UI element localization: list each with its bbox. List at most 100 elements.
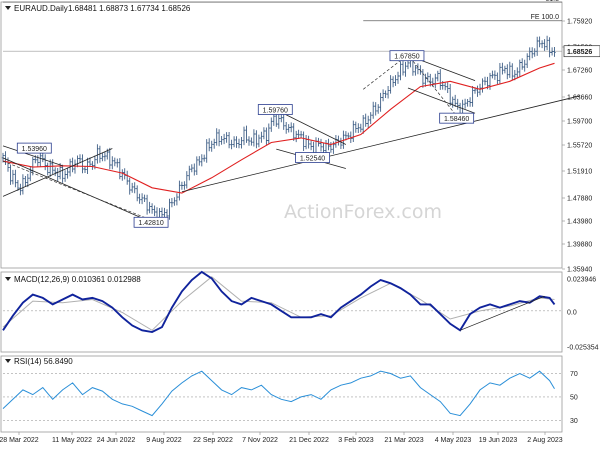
price-bar [175, 193, 179, 206]
macd-signal-line [2, 276, 555, 331]
price-bar [434, 73, 437, 89]
price-callout-box [16, 142, 52, 154]
price-bar [374, 102, 377, 116]
price-bar [140, 193, 144, 205]
price-bar [322, 142, 325, 154]
price-bar [14, 169, 17, 188]
collapse-arrow-icon[interactable] [5, 359, 11, 363]
price-bar [153, 205, 156, 217]
price-bar [282, 113, 285, 130]
price-bar [491, 70, 494, 79]
price-bar [349, 131, 352, 143]
price-panel: 61.8 FE 100.0 1.53960 1.42810 1.59760 1.52540… [1, 0, 580, 228]
price-bar [215, 128, 218, 146]
rsi-label: RSI(14) 56.8490 [14, 357, 73, 366]
trend-line [2, 157, 153, 223]
price-bar [496, 72, 499, 84]
x-axis-label: 9 Aug 2022 [146, 437, 182, 444]
x-axis-label: 21 Dec 2022 [289, 437, 329, 444]
price-bar [536, 36, 539, 56]
price-bar [173, 197, 176, 206]
price-bar [307, 135, 310, 149]
price-bar [329, 142, 333, 153]
price-bar [503, 65, 507, 74]
price-bar [81, 154, 84, 174]
price-callout-box [295, 152, 330, 163]
price-bar [61, 164, 64, 183]
price-bar [493, 70, 497, 80]
axes: 1.759201.715901.672601.636601.597001.557… [0, 19, 600, 444]
price-bar [148, 201, 151, 214]
price-bar [83, 166, 87, 173]
price-bar [116, 158, 119, 168]
chart-panels [0, 1, 563, 433]
price-bar [439, 69, 442, 90]
price-bar [277, 114, 280, 129]
price-bar [290, 122, 293, 133]
price-bar [257, 134, 261, 148]
collapse-arrow-icon[interactable] [5, 277, 11, 281]
price-bar [193, 163, 196, 176]
ohlc-readout: 1.68481 1.68873 1.67734 1.68526 [68, 4, 191, 13]
price-bar [334, 135, 338, 148]
macd-frame [0, 271, 563, 353]
price-bar [553, 47, 556, 57]
price-bar [449, 84, 452, 106]
price-bar [369, 112, 372, 124]
price-bar [160, 207, 164, 218]
price-bar [217, 129, 221, 147]
price-bar [170, 198, 174, 208]
price-bar [466, 99, 469, 107]
price-bar [391, 76, 395, 88]
price-callout-label: 1.42810 [138, 220, 163, 227]
price-bar [227, 132, 231, 149]
price-bar [523, 59, 526, 72]
price-bar [213, 138, 216, 149]
macd-panel [2, 270, 562, 333]
price-bar [138, 193, 141, 204]
price-bar [44, 154, 47, 171]
price-bar [399, 61, 402, 81]
price-bar [203, 154, 206, 162]
price-bar [247, 136, 251, 146]
macd-trend-line [460, 295, 545, 331]
price-bar [506, 64, 509, 80]
price-bar [304, 135, 308, 150]
price-bar [270, 117, 273, 132]
price-bar [394, 75, 397, 86]
price-bar [357, 123, 360, 133]
price-bar [384, 90, 387, 98]
rsi-axis-label: 50 [570, 394, 578, 401]
price-bar [252, 129, 256, 147]
price-bar [143, 194, 146, 202]
price-bar [9, 164, 12, 185]
price-bar [21, 174, 25, 195]
price-bar [220, 136, 223, 145]
price-bar [198, 156, 201, 166]
price-bar [118, 158, 121, 180]
price-bar [511, 63, 514, 81]
price-callout-label: 1.53960 [22, 146, 47, 153]
price-bar [180, 181, 184, 190]
price-bar [145, 194, 149, 215]
price-bar [424, 73, 427, 87]
price-bar [131, 182, 134, 193]
price-bar [245, 125, 248, 143]
price-axis-label: 1.75920 [567, 19, 592, 26]
price-bar [63, 170, 67, 182]
price-bar [24, 176, 27, 187]
price-bar [389, 75, 392, 94]
price-bar [168, 198, 171, 220]
price-bar [292, 123, 295, 141]
price-callout-label: 1.59760 [263, 107, 288, 114]
price-axis-label: 1.59700 [567, 119, 592, 126]
price-bar [96, 144, 99, 164]
price-bar [436, 70, 439, 82]
price-callout-box [389, 50, 425, 62]
price-bar [533, 48, 536, 57]
price-bar [426, 72, 429, 83]
price-bar [483, 76, 487, 86]
collapse-arrow-icon[interactable] [5, 6, 11, 10]
price-bar [372, 101, 375, 119]
price-bar [471, 86, 474, 107]
